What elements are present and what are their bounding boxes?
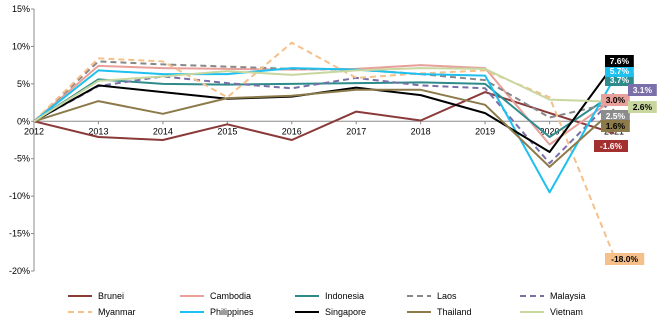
legend-label-brunei: Brunei xyxy=(98,291,124,301)
series-line-brunei xyxy=(33,91,615,141)
legend-label-myanmar: Myanmar xyxy=(98,307,136,317)
legend-label-malaysia: Malaysia xyxy=(550,291,586,301)
legend-label-philippines: Philippines xyxy=(210,307,254,317)
legend-label-indonesia: Indonesia xyxy=(325,291,364,301)
series-line-thailand xyxy=(33,88,615,168)
end-label-box-myanmar xyxy=(605,253,645,265)
end-label-philippines: 5.7% xyxy=(610,66,630,76)
x-tick-label: 2020 xyxy=(540,126,560,136)
x-tick-label: 2015 xyxy=(217,126,237,136)
end-label-thailand: 1.6% xyxy=(606,121,626,131)
end-label-box-vietnam xyxy=(628,101,657,113)
y-tick-label: 10% xyxy=(12,41,30,51)
x-tick-label: 2012 xyxy=(24,126,44,136)
legend-label-singapore: Singapore xyxy=(325,307,366,317)
y-tick-label: -20% xyxy=(9,266,30,276)
legend-label-cambodia: Cambodia xyxy=(210,291,251,301)
end-label-box-malaysia xyxy=(628,84,657,96)
end-label-box-philippines xyxy=(605,65,634,77)
series-line-vietnam xyxy=(33,67,615,123)
end-label-box-thailand xyxy=(601,120,630,132)
end-labels: -1.6% 3.0% 3.7% 2.5% 3.1% -18.0% 5.7%7.6% 1.6% 2… xyxy=(594,55,657,265)
y-tick-label: 0% xyxy=(17,116,30,126)
end-label-box-laos xyxy=(601,110,630,122)
y-tick-label: -15% xyxy=(9,229,30,239)
x-tick-label: 2019 xyxy=(475,126,495,136)
end-label-vietnam: 2.6% xyxy=(633,102,653,112)
end-label-box-cambodia xyxy=(601,94,630,106)
end-label-brunei: -1.6% xyxy=(600,141,623,151)
x-tick-label: 2016 xyxy=(282,126,302,136)
y-tick-label: 15% xyxy=(12,4,30,14)
end-label-singapore: 7.6% xyxy=(610,56,630,66)
end-label-myanmar: -18.0% xyxy=(611,254,638,264)
legend-label-vietnam: Vietnam xyxy=(550,307,583,317)
x-tick-label: 2017 xyxy=(346,126,366,136)
end-label-laos: 2.5% xyxy=(606,111,626,121)
legend-label-thailand: Thailand xyxy=(437,307,472,317)
series-lines xyxy=(33,41,615,257)
series-line-malaysia xyxy=(33,75,615,165)
x-tick-label: 2014 xyxy=(153,126,173,136)
series-line-myanmar xyxy=(33,41,615,257)
end-label-box-singapore xyxy=(605,55,634,67)
series-line-philippines xyxy=(33,67,615,194)
y-axis: 15% 10% 5% 0% -5% -10% -15% -20% xyxy=(9,4,35,276)
end-label-malaysia: 3.1% xyxy=(633,85,653,95)
y-tick-label: -5% xyxy=(14,154,30,164)
x-tick-label: 2013 xyxy=(88,126,108,136)
legend-label-laos: Laos xyxy=(437,291,457,301)
legend: Brunei Cambodia Indonesia Laos Malaysia Myanm… xyxy=(68,291,586,317)
x-tick-label: 2018 xyxy=(411,126,431,136)
y-tick-label: -10% xyxy=(9,191,30,201)
y-tick-label: 5% xyxy=(17,79,30,89)
end-label-cambodia: 3.0% xyxy=(606,95,626,105)
end-label-box-brunei xyxy=(594,140,628,152)
end-label-indonesia: 3.7% xyxy=(610,75,630,85)
